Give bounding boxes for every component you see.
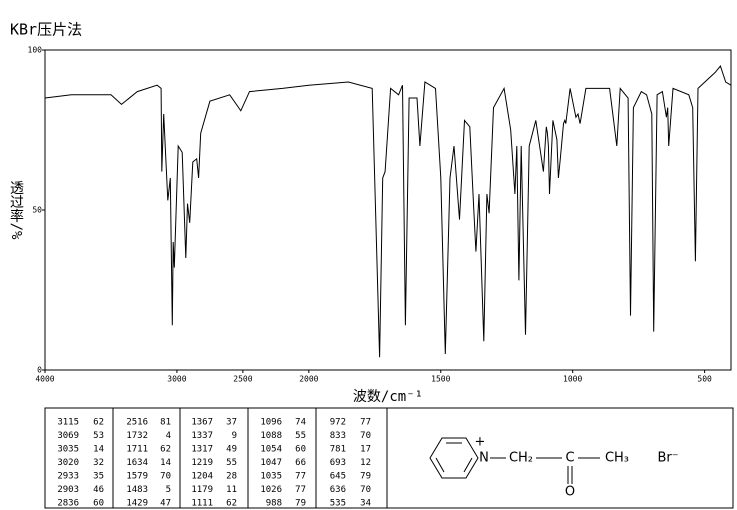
peak-transmittance: 77: [295, 485, 306, 495]
atom: O: [565, 485, 575, 500]
atom: N: [479, 451, 489, 466]
peak-wavenumber: 1111: [191, 499, 213, 509]
y-tick-label: 0: [37, 366, 42, 375]
peak-transmittance: 70: [360, 431, 371, 441]
peak-wavenumber: 1579: [126, 472, 148, 482]
peak-transmittance: 79: [295, 499, 306, 509]
peak-transmittance: 12: [360, 458, 371, 468]
ring: [429, 437, 479, 479]
peak-transmittance: 35: [93, 472, 104, 482]
peak-wavenumber: 3115: [57, 418, 79, 428]
peak-wavenumber: 3069: [57, 431, 79, 441]
bond: [463, 457, 473, 473]
x-tick-label: 1000: [563, 375, 582, 384]
x-tick-label: 3000: [167, 375, 186, 384]
peak-wavenumber: 1047: [260, 458, 282, 468]
peak-transmittance: 62: [226, 499, 237, 509]
peak-wavenumber: 972: [330, 418, 346, 428]
peak-transmittance: 81: [160, 418, 171, 428]
x-tick-label: 4000: [35, 375, 54, 384]
structure: [429, 437, 600, 484]
peak-wavenumber: 1219: [191, 458, 213, 468]
peak-wavenumber: 2516: [126, 418, 148, 428]
group: CH₃: [605, 451, 629, 466]
peak-wavenumber: 1096: [260, 418, 282, 428]
peak-wavenumber: 693: [330, 458, 346, 468]
peak-transmittance: 4: [166, 431, 171, 441]
peak-wavenumber: 1204: [191, 472, 213, 482]
peak-transmittance: 32: [93, 458, 104, 468]
peak-wavenumber: 3020: [57, 458, 79, 468]
x-tick-label: 2000: [299, 375, 318, 384]
x-tick-label: 2500: [233, 375, 252, 384]
charge: +: [475, 435, 486, 450]
peak-transmittance: 70: [360, 485, 371, 495]
peak-wavenumber: 1317: [191, 445, 213, 455]
x-tick-label: 1500: [431, 375, 450, 384]
peak-wavenumber: 1732: [126, 431, 148, 441]
atom: C: [565, 451, 574, 466]
peak-transmittance: 60: [295, 445, 306, 455]
peak-transmittance: 62: [160, 445, 171, 455]
peak-transmittance: 34: [360, 499, 371, 509]
peak-transmittance: 49: [226, 445, 237, 455]
x-axis-label: 波数/cm⁻¹: [353, 389, 423, 405]
peak-transmittance: 55: [295, 431, 306, 441]
peak-transmittance: 28: [226, 472, 237, 482]
peak-transmittance: 46: [93, 485, 104, 495]
y-tick-label: 50: [32, 206, 42, 215]
peak-transmittance: 77: [360, 418, 371, 428]
x-tick-label: 500: [697, 375, 712, 384]
peak-transmittance: 53: [93, 431, 104, 441]
y-tick-label: 100: [28, 46, 43, 55]
peak-transmittance: 14: [160, 458, 171, 468]
structure-frame: [386, 407, 734, 509]
chart-title: KBr压片法: [10, 21, 82, 39]
peak-wavenumber: 2933: [57, 472, 79, 482]
peak-transmittance: 37: [226, 418, 237, 428]
peak-transmittance: 17: [360, 445, 371, 455]
spectrum-line: [44, 64, 732, 358]
peak-transmittance: 62: [93, 418, 104, 428]
group: CH₂: [509, 451, 533, 466]
peak-wavenumber: 1035: [260, 472, 282, 482]
peak-wavenumber: 833: [330, 431, 346, 441]
peak-transmittance: 47: [160, 499, 171, 509]
peak-wavenumber: 781: [330, 445, 346, 455]
peak-transmittance: 74: [295, 418, 306, 428]
peak-wavenumber: 2836: [57, 499, 79, 509]
peak-wavenumber: 988: [266, 499, 282, 509]
peak-transmittance: 60: [93, 499, 104, 509]
anion: Br⁻: [657, 451, 678, 466]
peak-transmittance: 55: [226, 458, 237, 468]
peak-transmittance: 5: [166, 485, 171, 495]
peak-wavenumber: 1429: [126, 499, 148, 509]
peak-wavenumber: 1337: [191, 431, 213, 441]
peak-transmittance: 66: [295, 458, 306, 468]
y-axis-label: 透过率/%: [8, 181, 24, 240]
peak-wavenumber: 535: [330, 499, 346, 509]
peak-transmittance: 70: [160, 472, 171, 482]
peak-wavenumber: 1026: [260, 485, 282, 495]
peak-transmittance: 9: [232, 431, 237, 441]
peak-wavenumber: 1483: [126, 485, 148, 495]
peak-wavenumber: 645: [330, 472, 346, 482]
peak-wavenumber: 3035: [57, 445, 79, 455]
peak-transmittance: 14: [93, 445, 104, 455]
peak-transmittance: 11: [226, 485, 237, 495]
peak-wavenumber: 1179: [191, 485, 213, 495]
peak-wavenumber: 1711: [126, 445, 148, 455]
peak-wavenumber: 1367: [191, 418, 213, 428]
peak-transmittance: 77: [295, 472, 306, 482]
peak-wavenumber: 1054: [260, 445, 282, 455]
peak-wavenumber: 636: [330, 485, 346, 495]
peak-wavenumber: 2903: [57, 485, 79, 495]
peak-wavenumber: 1634: [126, 458, 148, 468]
peak-wavenumber: 1088: [260, 431, 282, 441]
peak-transmittance: 79: [360, 472, 371, 482]
bond: [435, 457, 445, 473]
